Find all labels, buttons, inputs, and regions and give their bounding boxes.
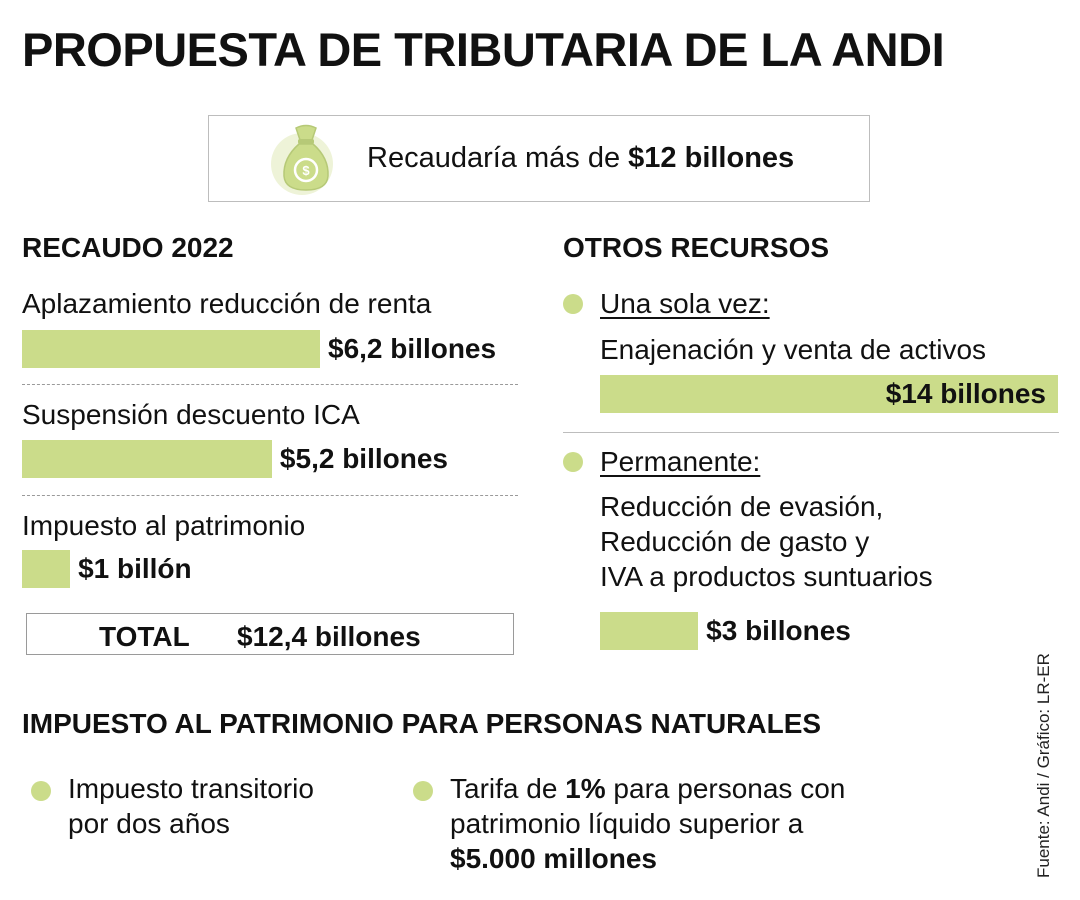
bullet-dot — [31, 781, 51, 801]
recaudo-heading: RECAUDO 2022 — [22, 232, 234, 263]
total-box: TOTAL $12,4 billones — [26, 613, 514, 655]
bar-ica — [22, 440, 272, 478]
total-value: $12,4 billones — [237, 621, 421, 652]
bar-value-3: $1 billón — [78, 553, 192, 584]
bar-label-3: Impuesto al patrimonio — [22, 510, 306, 541]
svg-text:$: $ — [302, 163, 310, 178]
bullet1-line-1: Impuesto transitorio — [68, 773, 314, 804]
total-label: TOTAL — [99, 621, 190, 652]
otros-heading: OTROS RECURSOS — [563, 232, 830, 263]
permanent-desc-line-3: IVA a productos suntuarios — [600, 561, 933, 592]
permanent-value: $3 billones — [706, 615, 851, 646]
permanent-desc-line-2: Reducción de gasto y — [600, 526, 870, 557]
summary-text: Recaudaría más de $12 billones — [367, 142, 795, 175]
bar-patrimonio — [22, 550, 71, 588]
bullet2-line-1: Tarifa de 1% para personas con — [450, 773, 845, 805]
divider — [22, 495, 518, 496]
divider — [22, 384, 518, 385]
money-bag-icon: $ — [271, 124, 333, 195]
summary-amount: $12 billones — [628, 142, 795, 174]
divider — [563, 432, 1059, 433]
bar-permanent — [600, 612, 699, 650]
bullet2-line-3: $5.000 millones — [450, 843, 658, 874]
bar-label-1: Aplazamiento reducción de renta — [22, 288, 432, 319]
bullet-dot — [563, 452, 583, 472]
bar-value-2: $5,2 billones — [279, 443, 448, 474]
bar-renta — [22, 330, 320, 368]
bar-value-1: $6,2 billones — [328, 333, 497, 364]
summary-box: $ Recaudaría más de $12 billones — [208, 115, 870, 202]
bullet1-line-2: por dos años — [68, 808, 230, 839]
summary-prefix: Recaudaría más de — [367, 142, 629, 174]
bullet2-suffix: para personas con — [605, 773, 846, 804]
source-credit: Fuente: Andi / Gráfico: LR-ER — [1034, 653, 1053, 878]
once-value: $14 billones — [885, 378, 1046, 409]
bullet-dot — [563, 294, 583, 314]
page-title: PROPUESTA DE TRIBUTARIA DE LA ANDI — [22, 23, 945, 76]
once-label: Una sola vez: — [600, 288, 770, 319]
bullet-dot — [413, 781, 433, 801]
bullet2-prefix: Tarifa de — [450, 773, 566, 804]
permanent-label: Permanente: — [600, 446, 761, 477]
bullet2-line-2: patrimonio líquido superior a — [450, 808, 804, 839]
bar-once — [600, 375, 1058, 413]
permanent-desc-line-1: Reducción de evasión, — [600, 491, 884, 522]
bullet2-rate: 1% — [565, 773, 606, 804]
patrimonio-heading: IMPUESTO AL PATRIMONIO PARA PERSONAS NAT… — [22, 708, 822, 739]
once-desc: Enajenación y venta de activos — [600, 334, 987, 365]
bar-label-2: Suspensión descuento ICA — [22, 399, 360, 430]
